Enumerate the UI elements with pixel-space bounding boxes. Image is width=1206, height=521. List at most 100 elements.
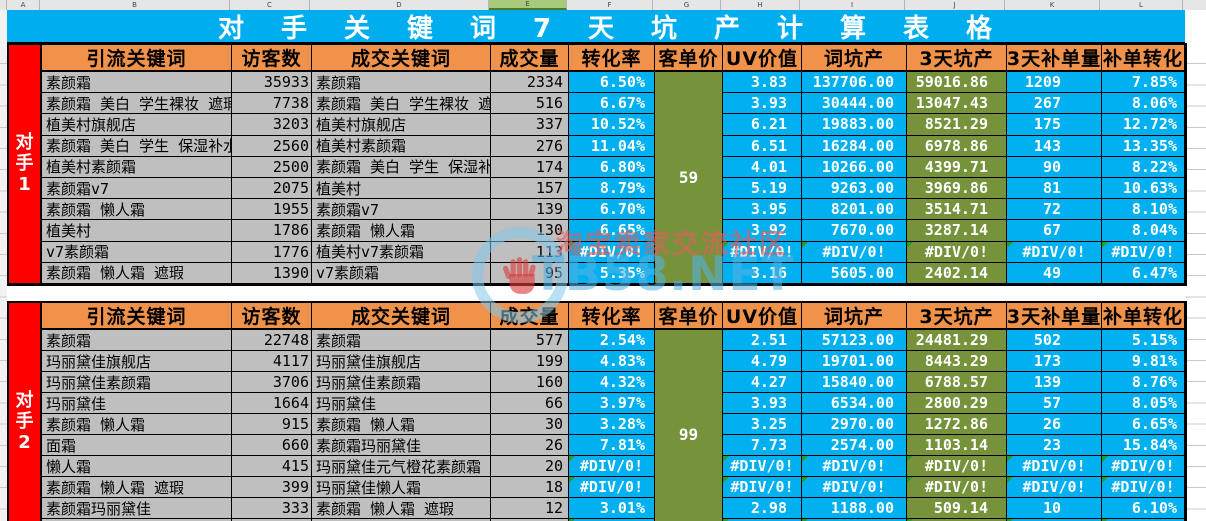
column-letter-L[interactable]: L [1100, 0, 1183, 10]
cell-production-3day[interactable]: 3287.14 [907, 220, 1007, 242]
cell-visitors[interactable]: 3706 [232, 372, 312, 393]
cell-customer-price[interactable]: 59 [655, 72, 723, 284]
cell-volume[interactable]: 577 [491, 330, 569, 351]
column-letter-G[interactable]: G [653, 0, 721, 10]
production-3day-header[interactable]: 3天坑产 [907, 45, 1007, 72]
cell-uv-value[interactable]: 5.19 [723, 177, 802, 200]
cell-supplement-3day[interactable]: 90 [1007, 156, 1102, 178]
cell-deal-keyword[interactable]: 素颜霜v7 [312, 199, 491, 221]
cell-visitors[interactable]: 415 [232, 456, 312, 477]
cell-conversion-rate[interactable]: #DIV/0! [569, 477, 655, 498]
cell-supplement-3day[interactable]: 67 [1007, 220, 1102, 242]
cell-deal-keyword[interactable]: 玛丽黛佳旗舰店 [312, 351, 491, 372]
uv-value-header[interactable]: UV价值 [723, 303, 802, 330]
cell-traffic-keyword[interactable]: 素颜霜 美白 学生裸妆 遮瑕 [42, 93, 232, 115]
cell-volume[interactable]: 160 [491, 372, 569, 393]
cell-production-3day[interactable]: 2800.29 [907, 393, 1007, 414]
traffic-keyword-header[interactable]: 引流关键词 [42, 303, 232, 330]
cell-supplement-conversion[interactable]: 10.63% [1102, 177, 1185, 200]
cell-volume[interactable]: 95 [491, 262, 569, 284]
volume-header[interactable]: 成交量 [491, 45, 569, 72]
cell-supplement-3day[interactable]: 139 [1007, 372, 1102, 393]
cell-production-3day[interactable]: 3514.71 [907, 199, 1007, 221]
cell-conversion-rate[interactable]: 6.65% [569, 220, 655, 242]
cell-visitors[interactable]: 3203 [232, 114, 312, 136]
cell-volume[interactable]: 130 [491, 220, 569, 242]
cell-volume[interactable]: 516 [491, 93, 569, 115]
column-letter-D[interactable]: D [310, 0, 489, 10]
cell-production-3day[interactable]: 1103.14 [907, 435, 1007, 456]
cell-uv-value[interactable]: 4.27 [723, 372, 802, 393]
cell-supplement-3day[interactable]: 173 [1007, 351, 1102, 372]
cell-visitors[interactable]: 1664 [232, 393, 312, 414]
production-3day-header[interactable]: 3天坑产 [907, 303, 1007, 330]
cell-volume[interactable]: 66 [491, 393, 569, 414]
cell-production-3day[interactable]: 13047.43 [907, 93, 1007, 115]
cell-traffic-keyword[interactable]: 素颜霜玛丽黛佳 [42, 498, 232, 519]
cell-visitors[interactable]: 22748 [232, 330, 312, 351]
column-letter-I[interactable]: I [800, 0, 905, 10]
customer-price-header[interactable]: 客单价 [655, 45, 723, 72]
cell-supplement-conversion[interactable]: #DIV/0! [1102, 477, 1185, 498]
cell-traffic-keyword[interactable]: 面霜 [42, 435, 232, 456]
column-letter-K[interactable]: K [1005, 0, 1100, 10]
cell-traffic-keyword[interactable] [42, 519, 232, 521]
cell-deal-keyword[interactable]: 植美村v7素颜霜 [312, 241, 491, 263]
cell-traffic-keyword[interactable]: 素颜霜 懒人霜 [42, 414, 232, 435]
keyword-production-header[interactable]: 词坑产 [802, 303, 907, 330]
cell-volume[interactable]: 337 [491, 114, 569, 136]
cell-traffic-keyword[interactable]: 玛丽黛佳素颜霜 [42, 372, 232, 393]
cell-volume[interactable]: 157 [491, 177, 569, 200]
cell-keyword-production[interactable]: 7670.00 [802, 220, 907, 242]
cell-production-3day[interactable]: #DIV/0! [907, 477, 1007, 498]
cell-keyword-production[interactable]: 137706.00 [802, 72, 907, 94]
cell-supplement-3day[interactable]: 23 [1007, 435, 1102, 456]
cell-production-3day[interactable]: 6788.57 [907, 372, 1007, 393]
cell-uv-value[interactable]: #DIV/0! [723, 241, 802, 263]
cell-production-3day[interactable]: 59016.86 [907, 72, 1007, 94]
cell-supplement-3day[interactable]: 10 [1007, 498, 1102, 519]
cell-supplement-conversion[interactable]: 6.65% [1102, 414, 1185, 435]
cell-volume[interactable]: 276 [491, 135, 569, 157]
cell-visitors[interactable]: 35933 [232, 72, 312, 94]
column-letter-F[interactable]: F [567, 0, 653, 10]
cell-supplement-3day[interactable]: 1209 [1007, 72, 1102, 94]
visitors-header[interactable]: 访客数 [232, 45, 312, 72]
cell-deal-keyword[interactable]: 素颜霜 [312, 72, 491, 94]
cell-uv-value[interactable]: 2.51 [723, 330, 802, 351]
cell-conversion-rate[interactable]: 7.81% [569, 435, 655, 456]
cell-supplement-conversion[interactable]: 8.06% [1102, 93, 1185, 115]
cell-production-3day[interactable]: 8443.29 [907, 351, 1007, 372]
cell-volume[interactable]: 30 [491, 414, 569, 435]
cell-conversion-rate[interactable]: 3.01% [569, 498, 655, 519]
cell-volume[interactable]: 174 [491, 156, 569, 178]
cell-deal-keyword[interactable]: 植美村 [312, 177, 491, 200]
cell-supplement-3day[interactable]: 57 [1007, 393, 1102, 414]
cell-traffic-keyword[interactable]: v7素颜霜 [42, 241, 232, 263]
cell-visitors[interactable]: 1955 [232, 199, 312, 221]
volume-header[interactable]: 成交量 [491, 303, 569, 330]
keyword-production-header[interactable]: 词坑产 [802, 45, 907, 72]
cell-production-3day[interactable]: 3969.86 [907, 177, 1007, 200]
cell-traffic-keyword[interactable]: 素颜霜 懒人霜 遮瑕 [42, 262, 232, 284]
cell-visitors[interactable]: 7738 [232, 93, 312, 115]
cell-keyword-production[interactable]: 1188.00 [802, 498, 907, 519]
cell-supplement-conversion[interactable]: 6.47% [1102, 262, 1185, 284]
column-letter-H[interactable]: H [721, 0, 800, 10]
cell-traffic-keyword[interactable]: 植美村 [42, 220, 232, 242]
cell-traffic-keyword[interactable]: 素颜霜 [42, 72, 232, 94]
cell-volume[interactable]: 12 [491, 498, 569, 519]
title-cell[interactable]: 对手关键词7天坑产计算表格 [7, 10, 1185, 44]
cell-uv-value[interactable]: 3.92 [723, 220, 802, 242]
cell-production-3day[interactable]: 6978.86 [907, 135, 1007, 157]
cell-uv-value[interactable]: 6.21 [723, 114, 802, 136]
cell-conversion-rate[interactable]: 8.79% [569, 177, 655, 200]
cell-customer-price[interactable]: 99 [655, 330, 723, 521]
cell-keyword-production[interactable]: 8201.00 [802, 199, 907, 221]
cell-keyword-production[interactable]: 9263.00 [802, 177, 907, 200]
cell-supplement-conversion[interactable]: 8.22% [1102, 156, 1185, 178]
cell-volume[interactable]: 18 [491, 477, 569, 498]
cell-keyword-production[interactable]: 6534.00 [802, 393, 907, 414]
cell-deal-keyword[interactable]: 玛丽黛佳懒人霜 [312, 477, 491, 498]
